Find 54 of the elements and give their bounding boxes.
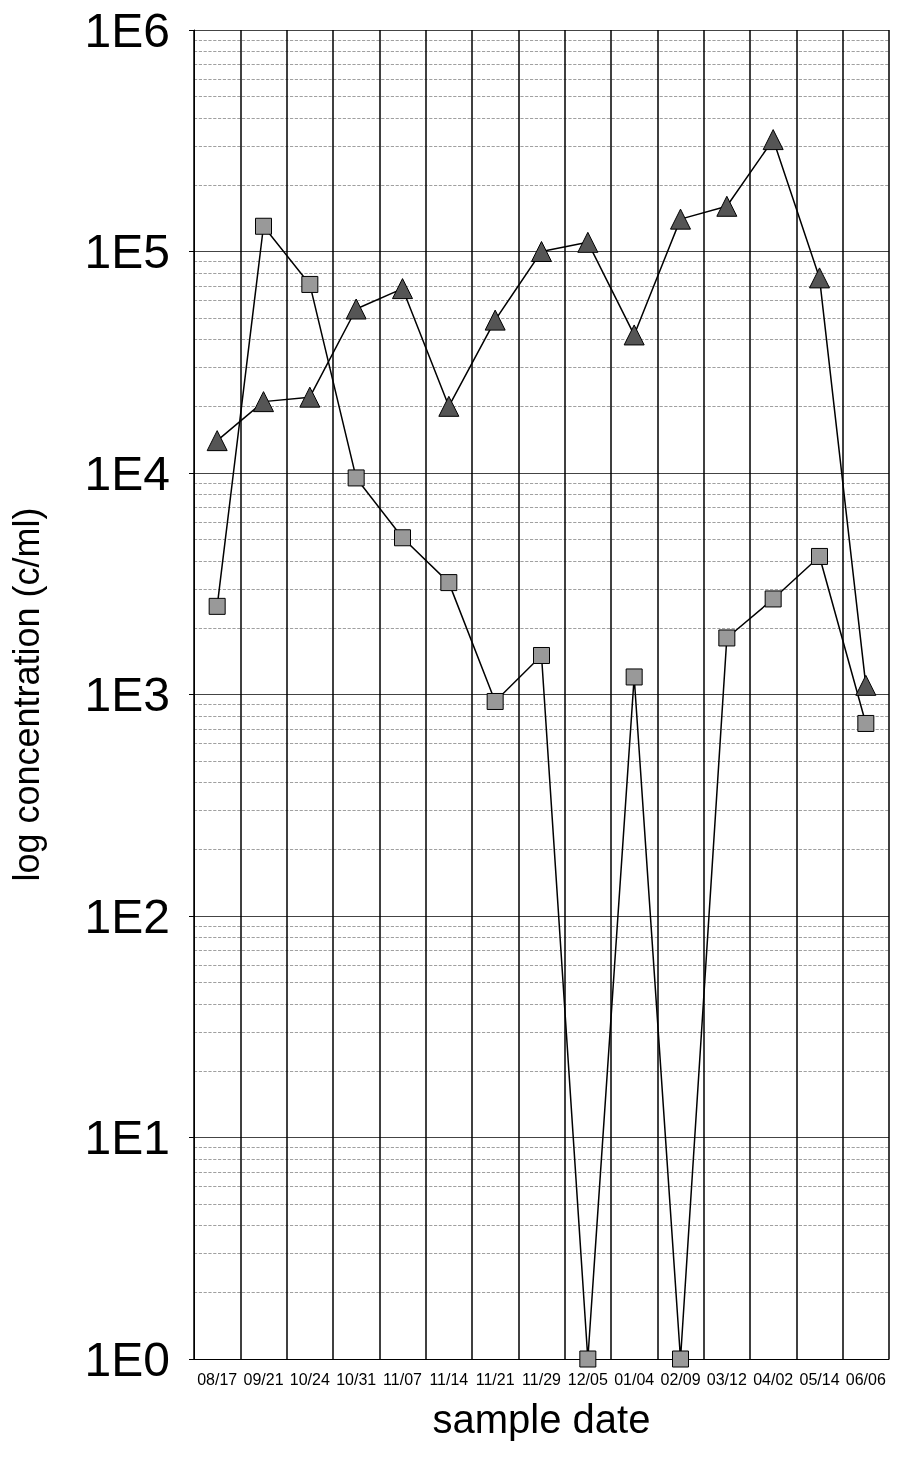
point <box>484 309 506 331</box>
point <box>577 231 599 253</box>
y-tick-label: 1E3 <box>84 668 170 721</box>
x-tick-label: 09/21 <box>243 1370 284 1388</box>
point <box>347 469 365 487</box>
point <box>345 298 367 320</box>
x-tick-label: 02/09 <box>660 1370 701 1388</box>
point <box>255 217 272 235</box>
x-tick-label: 11/29 <box>522 1370 562 1388</box>
x-tick-label: 08/17 <box>197 1370 238 1388</box>
point <box>718 629 736 647</box>
x-tick-label: 01/04 <box>614 1370 655 1388</box>
point <box>762 129 784 151</box>
y-tick-label: 1E5 <box>84 225 170 278</box>
point <box>764 590 782 608</box>
point <box>625 668 643 686</box>
y-tick-label: 1E2 <box>84 889 170 943</box>
point <box>857 714 875 732</box>
point <box>392 278 413 300</box>
point <box>809 267 830 289</box>
point <box>672 1350 689 1368</box>
point <box>299 386 321 408</box>
point <box>438 395 460 417</box>
y-tick-label: 1E4 <box>84 446 170 500</box>
point <box>206 430 228 452</box>
x-tick-label: 11/21 <box>475 1370 515 1388</box>
point <box>253 391 274 413</box>
x-tick-label: 11/07 <box>383 1370 423 1388</box>
point <box>716 195 738 217</box>
point <box>440 574 458 592</box>
x-tick-label: 10/24 <box>289 1370 330 1388</box>
x-tick-label: 12/05 <box>567 1370 608 1388</box>
x-axis-title: sample date <box>432 1397 651 1441</box>
point <box>301 275 319 293</box>
y-tick-label: 1E6 <box>84 3 170 57</box>
point <box>486 692 504 710</box>
point <box>670 208 691 230</box>
y-tick-label: 1E0 <box>84 1332 170 1386</box>
point <box>855 674 877 696</box>
point <box>394 529 411 547</box>
point <box>533 647 550 664</box>
y-tick-label: 1E1 <box>84 1111 170 1164</box>
x-tick-label: 03/12 <box>706 1370 747 1388</box>
x-tick-label: 11/14 <box>429 1370 469 1388</box>
point <box>208 597 226 615</box>
point <box>531 241 552 262</box>
x-tick-label: 05/14 <box>799 1370 840 1388</box>
point <box>811 547 828 565</box>
x-tick-label: 04/02 <box>753 1370 794 1388</box>
point <box>623 324 645 346</box>
x-tick-label: 10/31 <box>336 1370 377 1388</box>
y-axis-title: log concentration (c/ml) <box>5 507 47 882</box>
x-tick-label: 06/06 <box>845 1370 886 1388</box>
point <box>579 1350 597 1368</box>
